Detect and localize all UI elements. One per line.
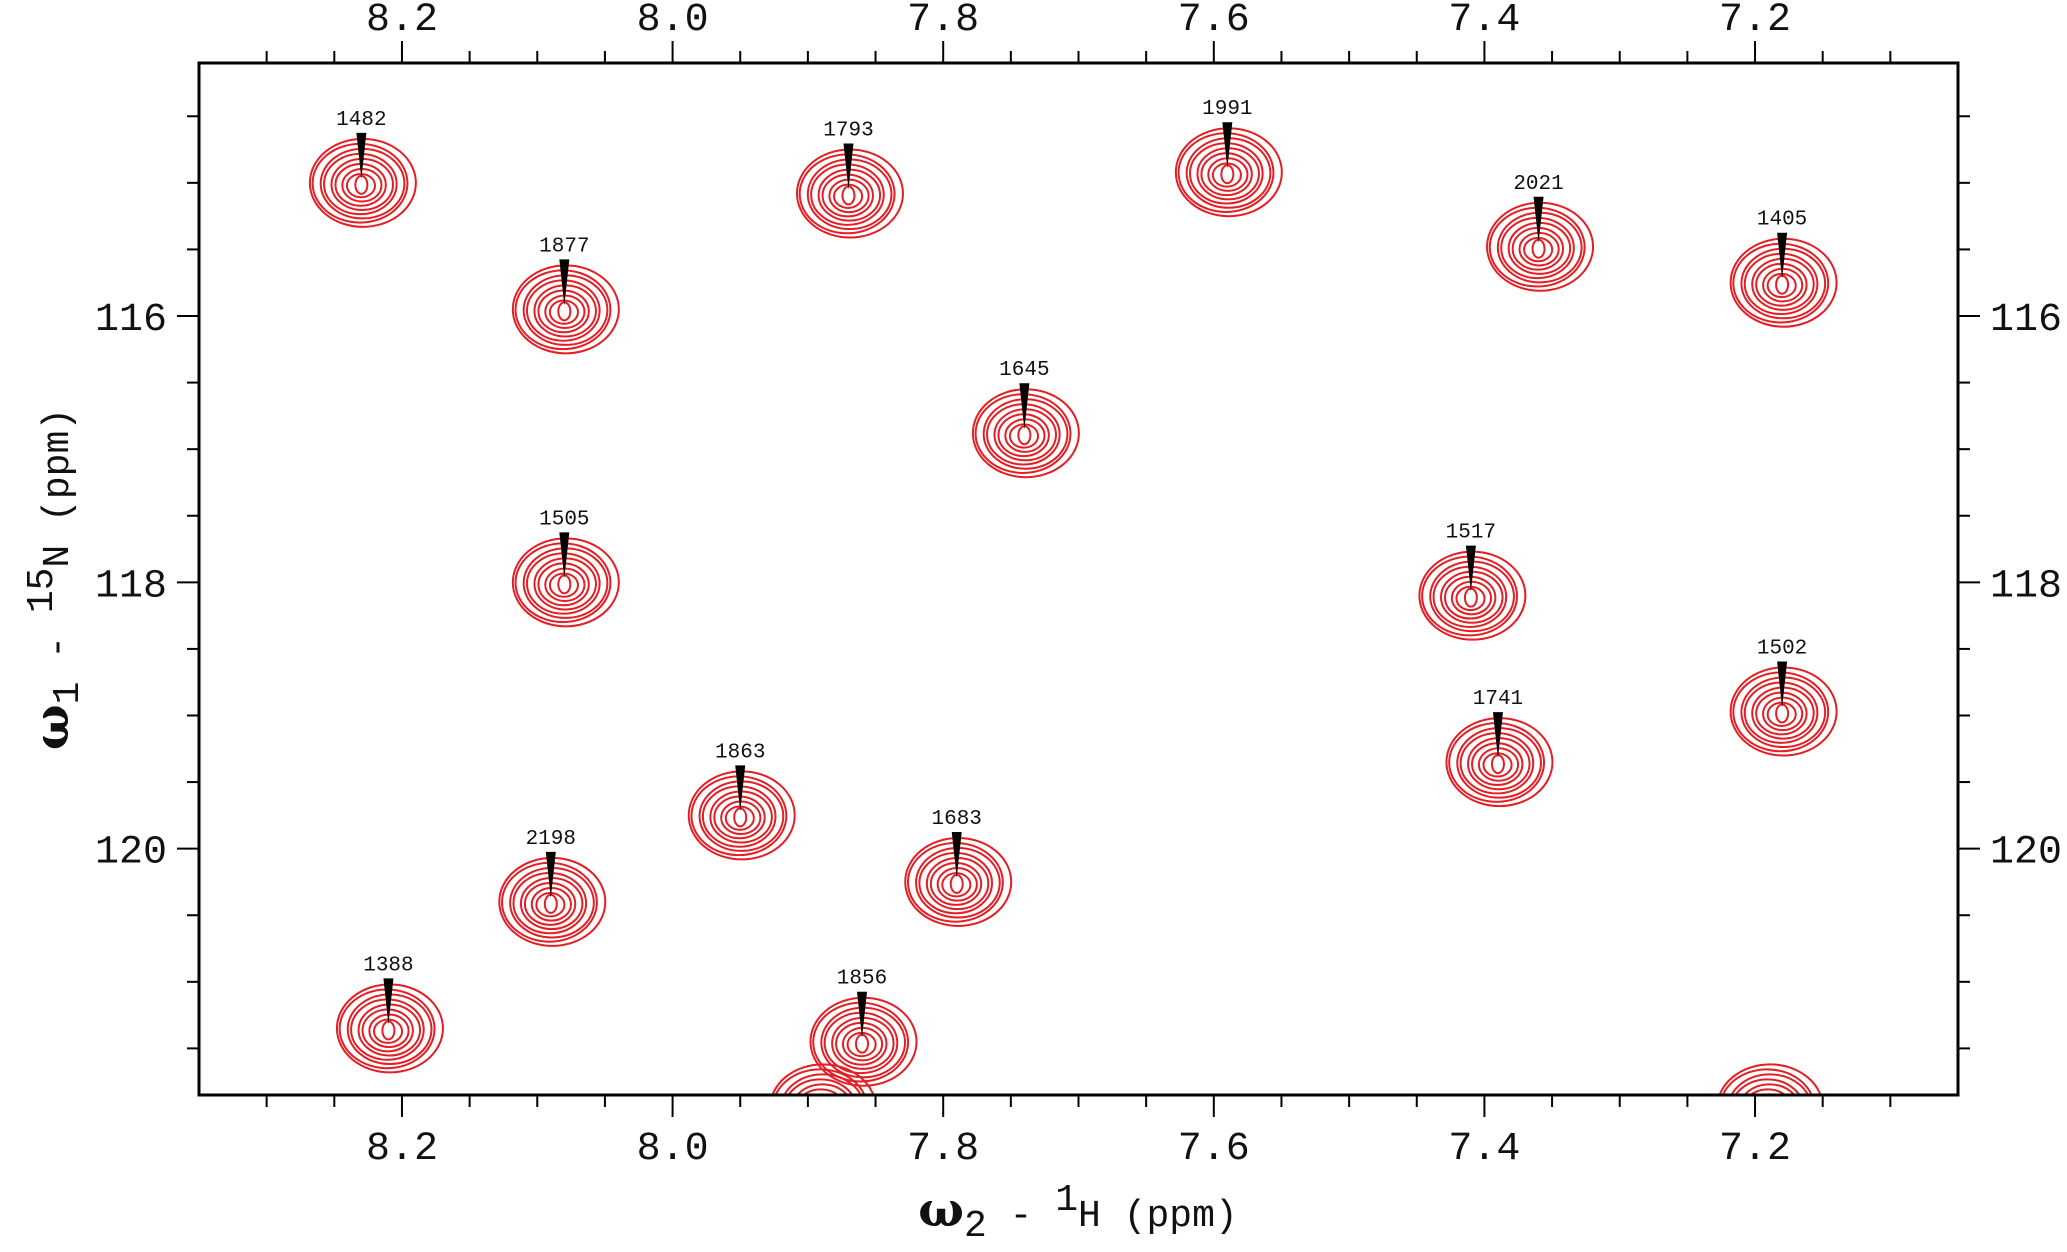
contour-ring: [1721, 1068, 1813, 1095]
peak-marker: [1533, 196, 1544, 243]
peak-marker: [857, 991, 868, 1038]
peak-marker: [356, 132, 367, 179]
peak-marker: [951, 831, 962, 878]
peak-label: 2198: [526, 828, 576, 851]
x-tick-label-top: 7.4: [1448, 0, 1520, 43]
peak-marker: [559, 532, 570, 579]
peak-marker: [1492, 712, 1503, 759]
contour-ring: [1730, 1073, 1810, 1095]
peak-marker: [735, 765, 746, 812]
axis-ticks: [177, 41, 1980, 1117]
peak-marker: [545, 851, 556, 898]
peak-marker: [559, 259, 570, 306]
contour-ring: [787, 1078, 854, 1095]
y-axis-label-nucleus: N: [37, 545, 80, 568]
peak-marker: [843, 143, 854, 190]
contour-ring: [1743, 1083, 1796, 1095]
x-tick-label-bottom: 7.4: [1448, 1127, 1520, 1172]
contour-ring: [801, 1088, 840, 1095]
y-axis-label-symbol: ω: [24, 704, 80, 750]
peak-label: 1388: [363, 954, 413, 977]
x-tick-label-top: 7.6: [1178, 0, 1250, 43]
peak-label: 1683: [932, 808, 982, 831]
peak-label: 1645: [999, 359, 1049, 382]
contour-ring: [1718, 1063, 1822, 1095]
peak-marker: [1222, 122, 1233, 169]
y-axis-label-units: (ppm): [37, 408, 80, 522]
peak-label: 1793: [823, 119, 873, 142]
contour-core: [815, 1101, 827, 1119]
peak-label: 1741: [1473, 688, 1523, 711]
x-tick-label-bottom: 7.6: [1178, 1127, 1250, 1172]
y-tick-label-left: 120: [95, 831, 167, 876]
peak-label: 1405: [1757, 209, 1807, 232]
x-axis-label: ω2 - 1H (ppm): [918, 1179, 1237, 1248]
peak-label: 2021: [1513, 173, 1563, 196]
peak-label: 1877: [539, 235, 589, 258]
peak-label: 1856: [837, 968, 887, 991]
x-axis-label-nucleus-mass: 1: [1055, 1179, 1078, 1222]
y-axis-label-nucleus-mass: 15: [21, 568, 64, 614]
peak-marker: [1777, 661, 1788, 708]
peak-marker: [1465, 545, 1476, 592]
x-tick-label-bottom: 8.0: [637, 1127, 709, 1172]
x-axis-label-nucleus: H: [1078, 1195, 1101, 1238]
contour-ring: [783, 1073, 862, 1095]
peak-marker: [1777, 232, 1788, 279]
contour-ring: [1734, 1078, 1801, 1095]
y-axis-label-subscript: 1: [47, 682, 90, 705]
contour-ring: [1754, 1099, 1782, 1122]
contour-ring: [1749, 1088, 1787, 1095]
contour-ring: [771, 1063, 875, 1095]
y-tick-label-right: 120: [1990, 831, 2062, 876]
peak-label: 1991: [1202, 98, 1252, 121]
x-axis-label-symbol: ω: [918, 1182, 964, 1238]
x-tick-label-bottom: 7.8: [907, 1127, 979, 1172]
x-tick-label-top: 8.0: [637, 0, 709, 43]
peak-label: 1505: [539, 508, 589, 531]
axis-tick-labels: 8.2 8.2 8.0 8.0 7.8 7.8 7.6 7.6 7.4 7.4 7.2 7.2 116 1…: [95, 0, 2062, 1172]
peak-markers: [356, 122, 1788, 1038]
x-tick-label-bottom: 7.2: [1719, 1127, 1791, 1172]
x-tick-label-bottom: 8.2: [366, 1127, 438, 1172]
peak-labels: 1482 1793 1991 2021 1405 1877 1645 1505 1517 1502…: [336, 98, 1807, 991]
peak-marker: [383, 978, 394, 1025]
x-tick-label-top: 7.8: [907, 0, 979, 43]
peak-contours: [308, 127, 1838, 1122]
plot-area: [199, 63, 1958, 1095]
y-tick-label-left: 118: [95, 564, 167, 609]
x-tick-label-top: 7.2: [1719, 0, 1791, 43]
y-tick-label-right: 116: [1990, 298, 2062, 343]
y-tick-label-right: 118: [1990, 564, 2062, 609]
x-tick-label-top: 8.2: [366, 0, 438, 43]
contour-ring: [774, 1068, 866, 1095]
contour-core: [1763, 1101, 1775, 1119]
peak-label: 1482: [336, 109, 386, 132]
y-axis-label: ω1 - 15N (ppm): [21, 408, 90, 750]
x-axis-label-subscript: 2: [964, 1205, 987, 1248]
contour-ring: [807, 1099, 835, 1122]
peak-label: 1502: [1757, 637, 1807, 660]
y-tick-label-left: 116: [95, 298, 167, 343]
peak-label: 1517: [1446, 522, 1496, 545]
x-axis-label-units: (ppm): [1124, 1195, 1238, 1238]
contour-ring: [796, 1083, 849, 1095]
peak-label: 1863: [715, 741, 765, 764]
peak-marker: [1019, 383, 1030, 430]
